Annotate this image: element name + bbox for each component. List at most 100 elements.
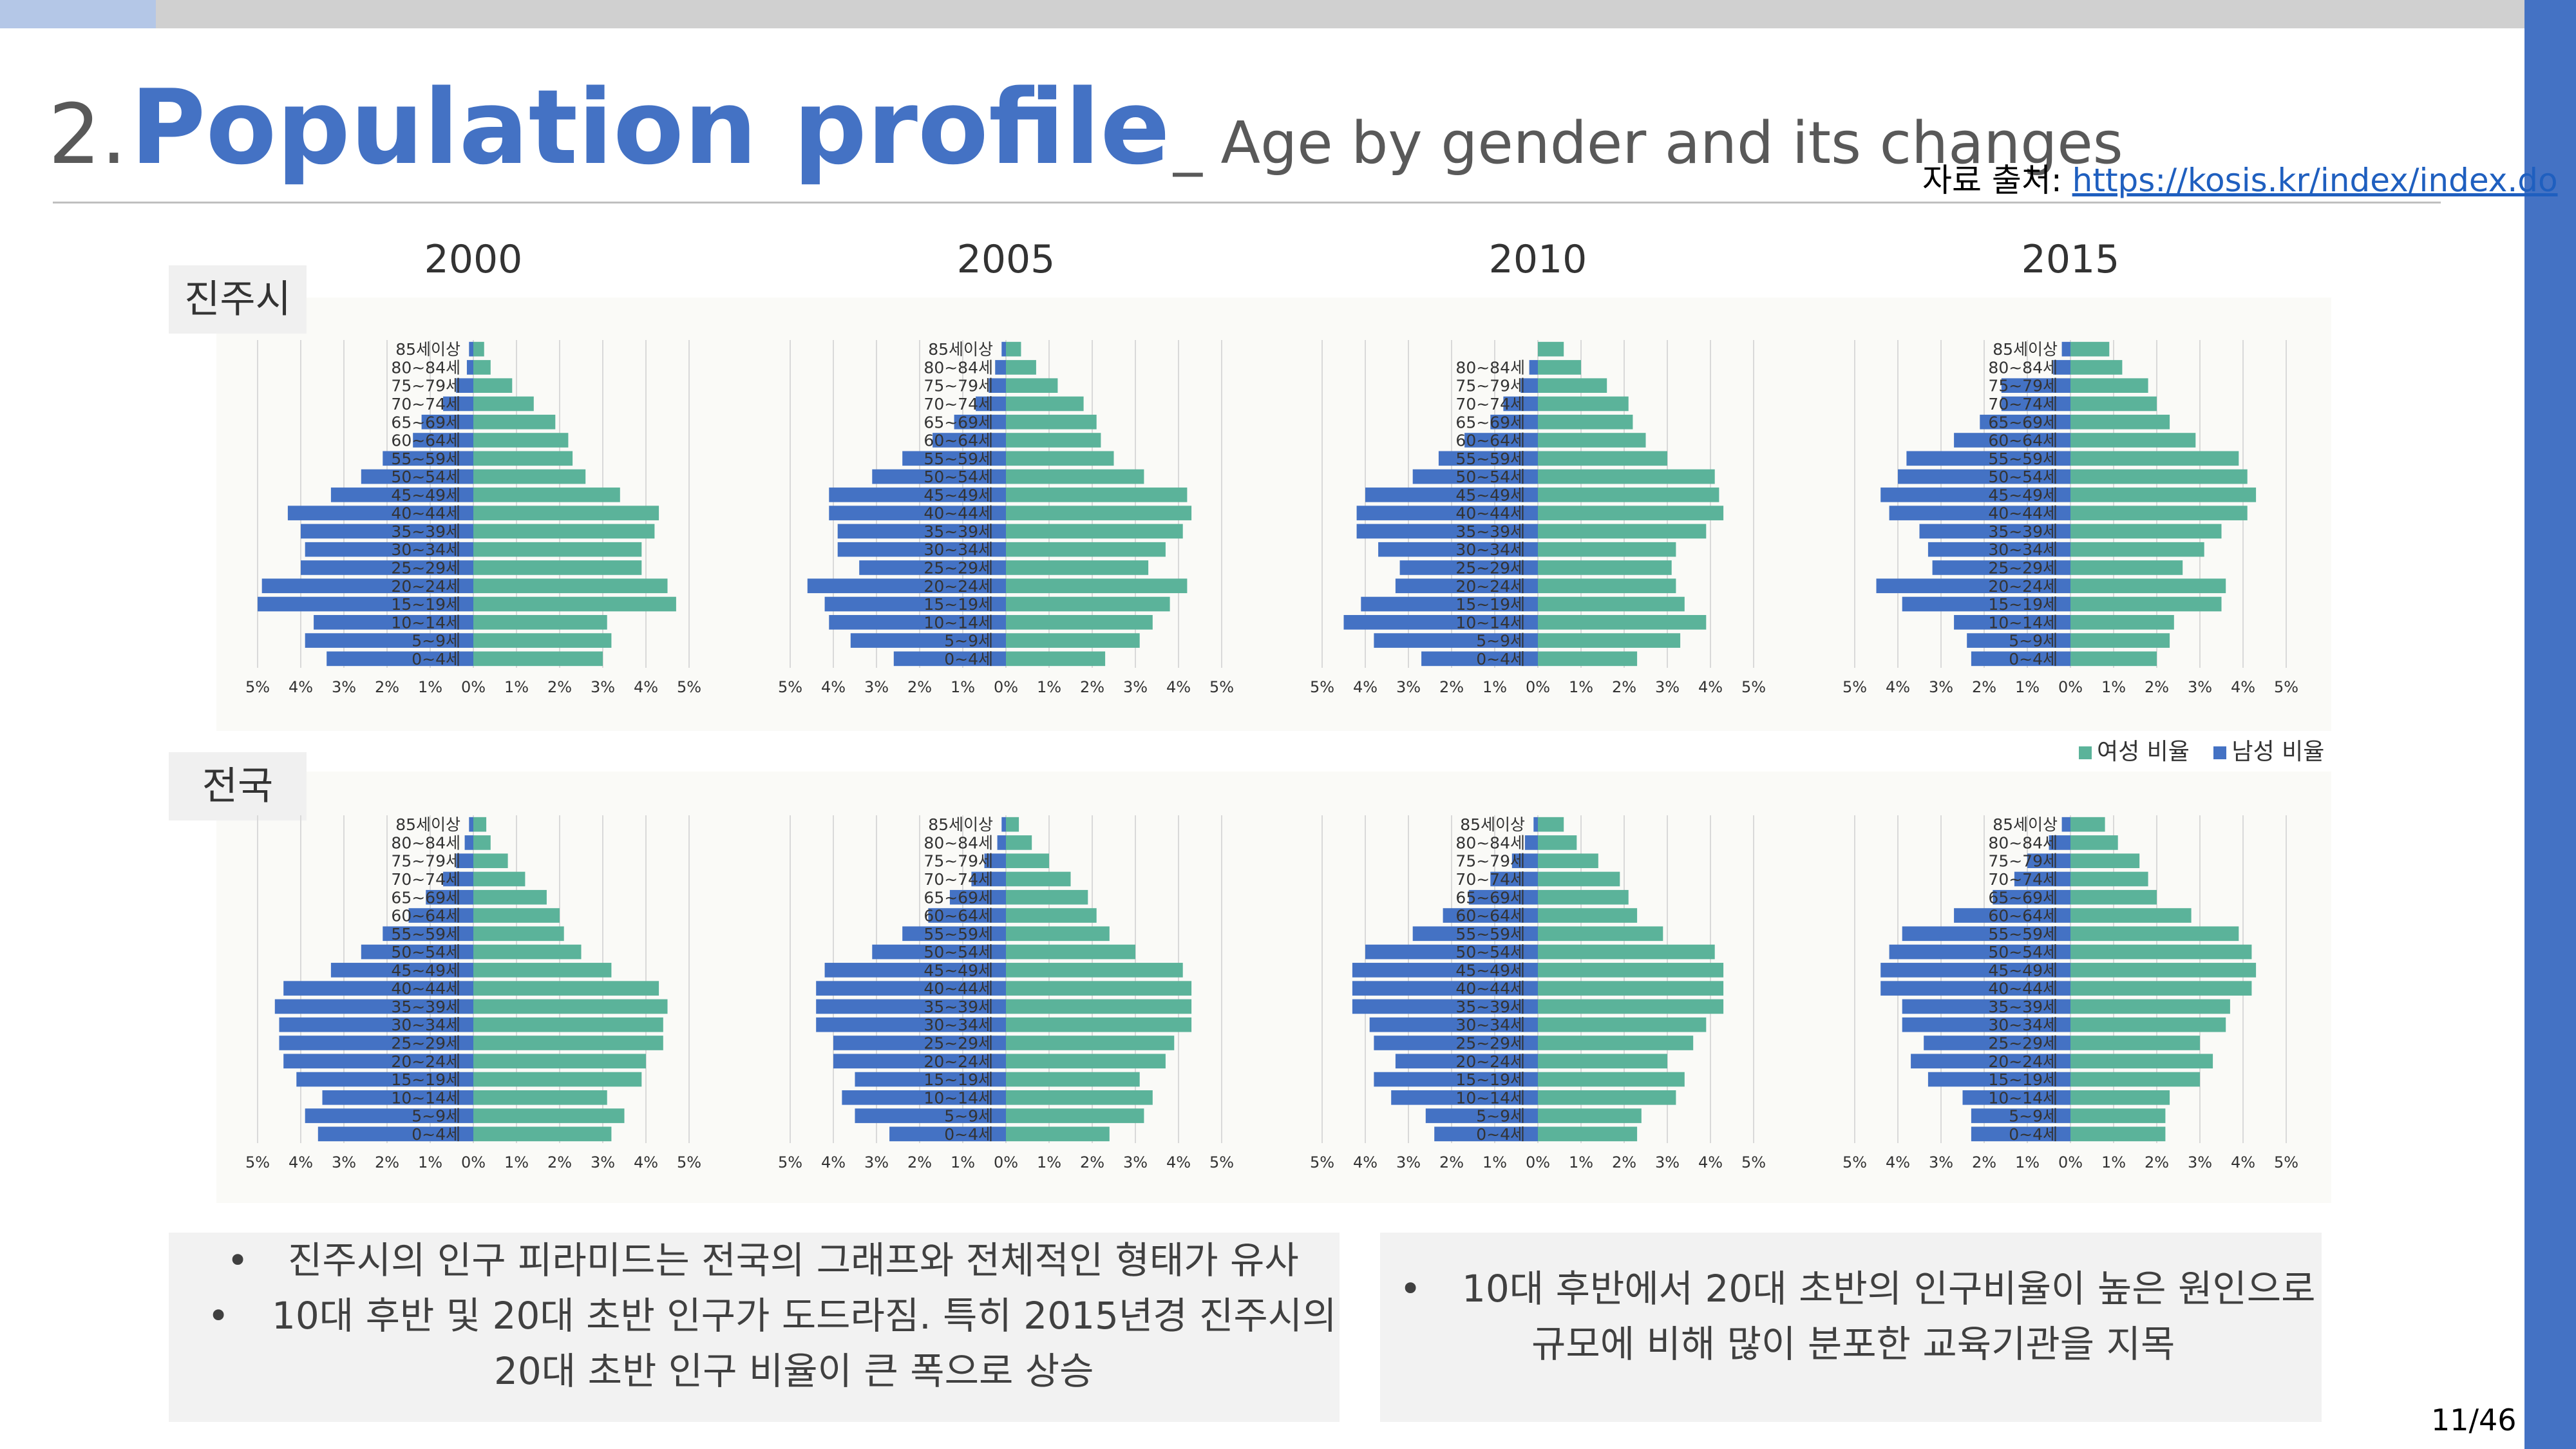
x-tick-label: 4% xyxy=(1353,1153,1378,1171)
male-bar xyxy=(464,835,473,850)
age-group-label: 0~4세 xyxy=(1476,650,1525,668)
male-bar xyxy=(1399,560,1538,575)
x-tick-label: 1% xyxy=(2101,1153,2126,1171)
male-bar xyxy=(283,1054,473,1069)
x-tick-label: 2% xyxy=(1612,678,1636,696)
x-tick-label: 2% xyxy=(907,1153,932,1171)
male-bar xyxy=(443,396,473,412)
age-group-label: 65~69세 xyxy=(391,888,460,907)
male-bar xyxy=(1927,542,2070,557)
female-bar xyxy=(2070,1072,2200,1087)
male-bar xyxy=(842,1090,1006,1105)
male-bar xyxy=(1425,1108,1538,1123)
age-group-label: 40~44세 xyxy=(1455,980,1525,998)
x-tick-label: 3% xyxy=(1655,678,1680,696)
male-bar xyxy=(2001,396,2070,412)
male-bar xyxy=(1434,1126,1538,1142)
age-group-label: 35~39세 xyxy=(923,522,993,541)
female-bar xyxy=(473,560,642,575)
source-link[interactable]: https://kosis.kr/index/index.do xyxy=(2072,162,2558,199)
male-bar xyxy=(989,378,1006,393)
male-bar xyxy=(469,817,473,832)
legend-female-label: 여성 비율 xyxy=(2097,739,2190,765)
age-group-label: 30~34세 xyxy=(391,1016,460,1034)
age-group-label: 20~24세 xyxy=(1988,1052,2058,1071)
x-tick-label: 5% xyxy=(2274,1153,2298,1171)
age-group-label: 45~49세 xyxy=(923,961,993,980)
female-bar xyxy=(473,578,668,594)
age-group-label: 40~44세 xyxy=(1988,980,2058,998)
female-bar xyxy=(1006,488,1188,502)
male-bar xyxy=(816,999,1006,1014)
male-bar xyxy=(279,1017,473,1032)
age-group-label: 25~29세 xyxy=(1988,1034,2058,1052)
male-bar xyxy=(1421,651,1538,667)
female-bar xyxy=(1006,1108,1144,1123)
female-bar xyxy=(1538,506,1724,520)
female-bar xyxy=(473,396,534,412)
age-group-label: 85세이상 xyxy=(928,340,993,359)
female-bar xyxy=(2070,469,2248,484)
female-bar xyxy=(1006,542,1166,557)
female-bar xyxy=(2070,963,2257,978)
age-group-label: 55~59세 xyxy=(923,450,993,468)
female-bar xyxy=(473,488,620,502)
male-bar xyxy=(2053,360,2070,375)
male-bar xyxy=(1880,488,2070,502)
male-bar xyxy=(421,414,473,430)
female-bar xyxy=(1538,926,1663,942)
female-bar xyxy=(1538,341,1564,357)
female-bar xyxy=(473,524,655,539)
x-tick-label: 2% xyxy=(1972,678,1996,696)
female-bar xyxy=(1006,633,1140,648)
age-group-label: 5~9세 xyxy=(2009,1107,2058,1126)
male-bar xyxy=(1927,1072,2070,1087)
female-bar xyxy=(1538,488,1719,502)
female-bar xyxy=(473,341,484,357)
x-tick-label: 2% xyxy=(375,678,399,696)
male-bar xyxy=(1369,1017,1538,1032)
age-group-label: 40~44세 xyxy=(1988,504,2058,523)
x-tick-label: 0% xyxy=(461,678,486,696)
female-bar xyxy=(1006,506,1192,520)
x-tick-label: 4% xyxy=(1353,678,1378,696)
male-bar xyxy=(1880,963,2070,978)
note-left-line-3: 20대 초반 인구 비율이 큰 폭으로 상승 xyxy=(494,1349,1094,1393)
female-bar xyxy=(1538,835,1577,850)
age-group-label: 60~64세 xyxy=(923,431,993,450)
male-bar xyxy=(829,488,1006,502)
male-bar xyxy=(1919,524,2070,539)
age-group-label: 65~69세 xyxy=(391,413,460,431)
age-group-label: 60~64세 xyxy=(923,907,993,925)
legend-female: 여성 비율 xyxy=(2079,739,2197,765)
female-bar xyxy=(473,853,508,869)
female-bar xyxy=(1006,981,1192,996)
year-label-2000: 2000 xyxy=(424,237,523,282)
female-bar xyxy=(1006,926,1110,942)
age-group-label: 75~79세 xyxy=(1455,852,1525,871)
title-subtitle: _ Age by gender and its changes xyxy=(1173,109,2123,177)
male-bar xyxy=(829,506,1006,520)
x-tick-label: 1% xyxy=(951,1153,975,1171)
age-group-label: 10~14세 xyxy=(1455,613,1525,632)
x-tick-label: 3% xyxy=(1123,1153,1148,1171)
x-tick-label: 3% xyxy=(332,678,356,696)
male-bar xyxy=(1954,908,2070,923)
male-bar xyxy=(274,999,473,1014)
male-bar xyxy=(872,944,1006,960)
female-bar xyxy=(1538,1108,1642,1123)
male-bar xyxy=(2061,341,2070,357)
female-bar xyxy=(473,1036,663,1050)
female-bar xyxy=(473,378,513,393)
male-bar xyxy=(1971,651,2070,667)
age-group-label: 25~29세 xyxy=(391,558,460,577)
female-bar xyxy=(2070,835,2118,850)
age-group-label: 25~29세 xyxy=(1455,558,1525,577)
age-group-label: 30~34세 xyxy=(391,540,460,559)
male-bar xyxy=(1529,360,1538,375)
male-bar xyxy=(1464,433,1538,448)
age-group-label: 45~49세 xyxy=(1988,961,2058,980)
x-tick-label: 4% xyxy=(821,678,846,696)
female-bar xyxy=(1006,999,1192,1014)
male-bar xyxy=(837,524,1006,539)
